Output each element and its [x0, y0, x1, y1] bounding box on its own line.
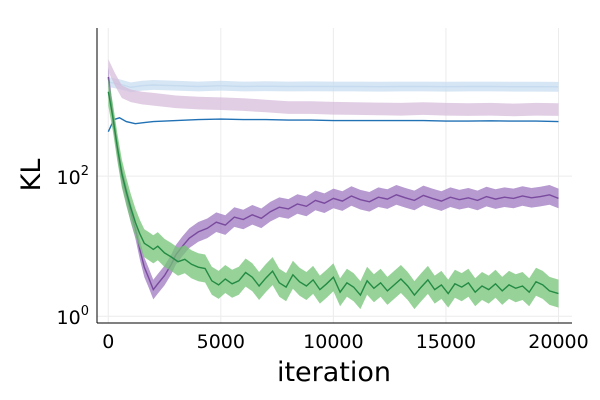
y-tick-label-0: 100	[57, 304, 89, 329]
series-0-line	[108, 81, 559, 89]
x-tick-label-1: 5000	[197, 331, 245, 353]
x-tick-label-2: 10000	[303, 331, 363, 353]
series-layer	[107, 59, 559, 310]
series-3	[107, 67, 559, 300]
series-0-band	[108, 77, 559, 93]
series-4-line	[107, 91, 559, 297]
series-1-band	[108, 59, 559, 117]
grid	[97, 28, 572, 323]
x-axis-label: iteration	[277, 357, 391, 388]
tick-labels: 0 5000 10000 15000 20000 100 102	[57, 164, 589, 353]
series-4	[107, 77, 559, 310]
x-tick-label-0: 0	[102, 331, 114, 353]
y-tick-label-1: 102	[57, 164, 89, 189]
x-tick-label-4: 20000	[528, 331, 588, 353]
series-2-line	[107, 117, 559, 132]
x-tick-label-3: 15000	[416, 331, 476, 353]
series-0	[108, 77, 559, 93]
series-1	[108, 59, 559, 117]
series-4-band	[108, 77, 559, 310]
y-axis-label: KL	[16, 159, 47, 192]
series-3-line	[107, 76, 559, 292]
axes	[96, 28, 572, 324]
series-2	[107, 117, 559, 132]
